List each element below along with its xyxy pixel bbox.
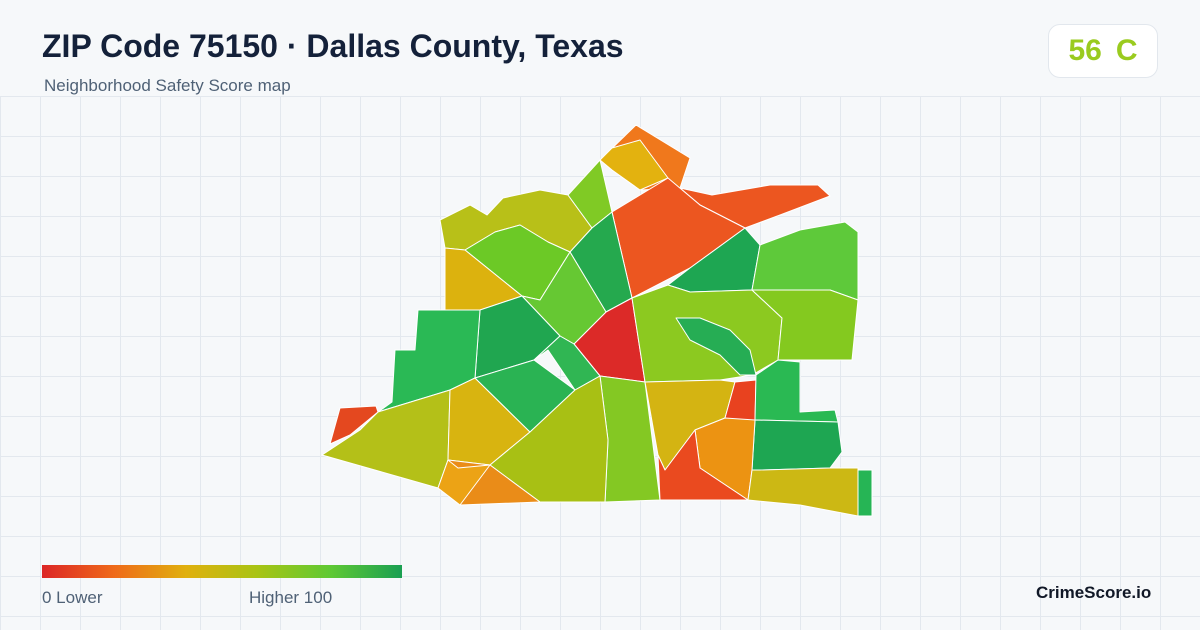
map-region-east-lime[interactable] xyxy=(751,289,859,361)
safety-score-badge: 56 C xyxy=(1048,24,1158,78)
map-region-east-inner-darkgreen[interactable] xyxy=(675,317,757,376)
brand-logo-text: CrimeScore.io xyxy=(1036,583,1152,602)
map-region-south-orange-red[interactable] xyxy=(657,429,749,501)
map-region-southwest-orange-small[interactable] xyxy=(437,459,491,506)
map-region-far-east-green[interactable] xyxy=(857,469,873,517)
header-band xyxy=(0,0,1200,96)
legend-high-label: Higher 100 xyxy=(249,588,333,607)
map-region-south-olive[interactable] xyxy=(489,375,609,503)
map-region-east-green[interactable] xyxy=(751,221,859,301)
score-grade: C xyxy=(1115,34,1138,67)
legend-color-scale xyxy=(42,565,402,578)
page-subtitle: Neighborhood Safety Score map xyxy=(44,76,291,95)
page-title: ZIP Code 75150 · Dallas County, Texas xyxy=(42,28,624,64)
map-region-southeast-olive[interactable] xyxy=(747,467,859,517)
map-region-southeast-green[interactable] xyxy=(754,359,839,423)
score-value: 56 xyxy=(1068,34,1102,67)
map-region-southeast-darkgreen[interactable] xyxy=(751,419,843,471)
map-region-far-west-red[interactable] xyxy=(329,405,379,445)
legend-low-label: 0 Lower xyxy=(42,588,103,607)
